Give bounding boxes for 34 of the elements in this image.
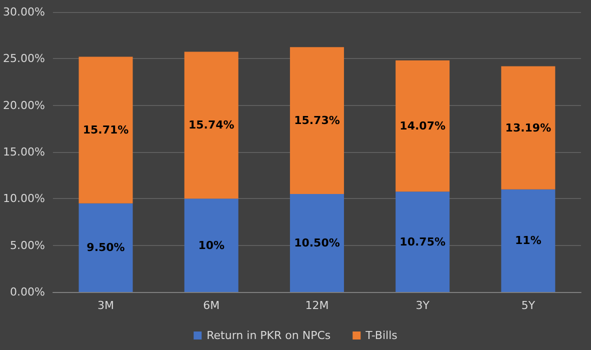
data-label: 15.73% — [294, 114, 340, 128]
data-label: 11% — [515, 234, 542, 248]
bar — [501, 66, 556, 190]
bar — [78, 56, 133, 204]
x-tick-label: 6M — [203, 299, 220, 312]
y-tick-label: 30.00% — [2, 6, 45, 18]
legend-label: Return in PKR on NPCs — [206, 329, 331, 342]
y-tick-label: 10.00% — [2, 192, 45, 206]
y-tick-label: 15.00% — [2, 146, 45, 158]
bar — [501, 189, 556, 292]
y-tick-label: 5.00% — [10, 238, 45, 252]
x-tick-label: 12M — [305, 299, 329, 312]
data-label: 15.71% — [82, 124, 129, 137]
data-label: 10.50% — [294, 236, 340, 250]
data-label: 13.19% — [505, 121, 552, 134]
x-tick-label: 5Y — [521, 299, 536, 312]
bar — [184, 198, 238, 292]
bar — [396, 60, 450, 192]
bar — [184, 52, 238, 199]
data-label: 10% — [198, 238, 225, 252]
data-label: 10.75% — [400, 235, 446, 248]
x-tick-label: 3M — [98, 299, 114, 312]
bar — [290, 194, 344, 292]
bar — [78, 203, 133, 292]
data-label: 14.07% — [400, 120, 446, 133]
x-tick-label: 3Y — [416, 299, 430, 312]
y-tick-label: 25.00% — [2, 52, 45, 66]
data-label: 15.74% — [188, 118, 234, 132]
bar — [396, 192, 450, 292]
bar — [290, 47, 344, 194]
legend-label: T-Bills — [364, 329, 398, 342]
data-label: 9.50% — [86, 241, 125, 254]
y-tick-label: 0.00% — [10, 286, 45, 298]
y-tick-label: 20.00% — [2, 98, 45, 112]
